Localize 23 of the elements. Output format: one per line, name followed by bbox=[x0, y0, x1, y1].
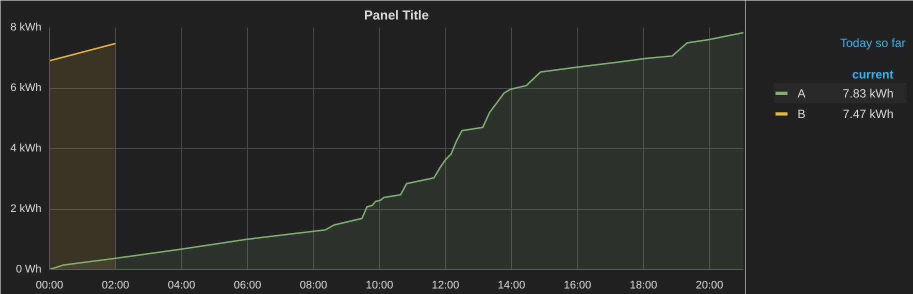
y-tick-label: 6 kWh bbox=[10, 82, 42, 94]
chart-title: Panel Title bbox=[364, 8, 429, 22]
x-tick-label: 18:00 bbox=[630, 280, 658, 292]
x-tick-label: 10:00 bbox=[366, 280, 394, 292]
x-tick-label: 20:00 bbox=[696, 280, 724, 292]
y-tick-label: 8 kWh bbox=[10, 22, 42, 34]
x-tick-label: 00:00 bbox=[36, 280, 64, 292]
x-tick-label: 04:00 bbox=[168, 280, 196, 292]
y-tick-label: 0 Wh bbox=[16, 264, 42, 276]
x-tick-label: 14:00 bbox=[498, 280, 526, 292]
text: 7.47 kWh bbox=[842, 106, 894, 121]
legend-title: current bbox=[852, 67, 894, 82]
x-tick-label: 02:00 bbox=[102, 280, 130, 292]
text: 7.83 kWh bbox=[842, 86, 894, 100]
legend-label: B bbox=[798, 106, 806, 121]
x-tick-label: 16:00 bbox=[564, 280, 592, 292]
y-tick-label: 4 kWh bbox=[10, 142, 42, 154]
legend-label: A bbox=[798, 86, 806, 100]
x-tick-label: 12:00 bbox=[432, 280, 460, 292]
x-tick-label: 06:00 bbox=[234, 280, 262, 292]
y-tick-label: 2 kWh bbox=[10, 203, 42, 215]
text: Today so far bbox=[840, 36, 906, 50]
x-tick-label: 08:00 bbox=[300, 280, 328, 292]
